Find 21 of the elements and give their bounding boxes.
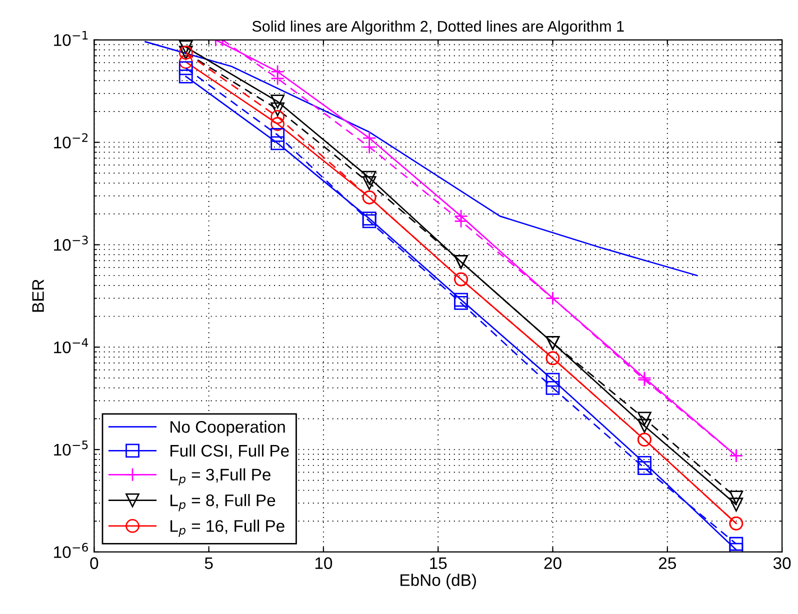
x-tick-label: 25 [658,557,676,570]
x-tick-label: 10 [315,557,332,570]
chart-title: Solid lines are Algorithm 2, Dotted lines are Algorithm 1 [252,20,624,35]
legend-label: L$_{p}$ = 3,Full Pe [170,468,270,486]
legend-label: L$_{p}$ = 16, Full Pe [170,520,284,537]
x-tick-label: 0 [90,557,98,570]
x-axis-title: EbNo (dB) [400,574,476,590]
y-tick-label: 10$^{−3}$ [54,236,88,251]
x-tick-label: 30 [773,557,791,570]
legend-label: No Cooperation [170,420,285,436]
y-tick-label: 10$^{−1}$ [54,30,88,46]
legend-label: Full CSI, Full Pe [170,444,289,459]
x-tick-label: 20 [544,557,562,570]
x-tick-label: 5 [204,557,213,570]
y-tick-label: 10$^{−6}$ [54,542,88,558]
y-axis-title: BER [32,280,44,312]
y-tick-label: 10$^{−5}$ [54,440,88,456]
legend-label: L$_{p}$ = 8, Full Pe [170,494,276,512]
x-tick-label: 15 [430,557,447,570]
y-tick-label: 10$^{−2}$ [54,133,88,148]
y-tick-label: 10$^{−4}$ [54,338,88,354]
